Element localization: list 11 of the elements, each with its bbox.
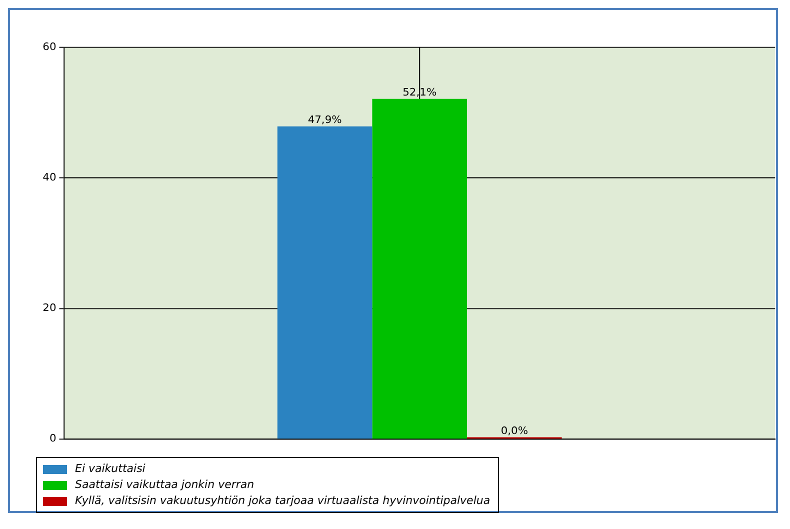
data-label: 0,0% <box>500 425 528 437</box>
bar <box>372 98 468 439</box>
y-tick-label: 60 <box>42 41 56 53</box>
y-tick-label: 40 <box>42 172 56 184</box>
legend-label: Kyllä, valitsisin vakuutusyhtiön joka tarjoaa virtuaalista hyvinvointipalvelua <box>75 493 490 509</box>
legend-label: Saattaisi vaikuttaa jonkin verran <box>75 477 254 493</box>
y-tick-label: 0 <box>49 432 56 445</box>
data-label: 47,9% <box>308 114 342 126</box>
y-tick-label: 20 <box>42 302 56 314</box>
legend-label: Ei vaikuttaisi <box>75 461 146 477</box>
bar <box>277 126 372 439</box>
